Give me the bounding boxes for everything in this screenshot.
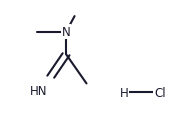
Text: H: H [120,86,128,99]
Text: N: N [62,26,70,39]
Text: Cl: Cl [154,86,166,99]
Text: HN: HN [30,84,48,97]
